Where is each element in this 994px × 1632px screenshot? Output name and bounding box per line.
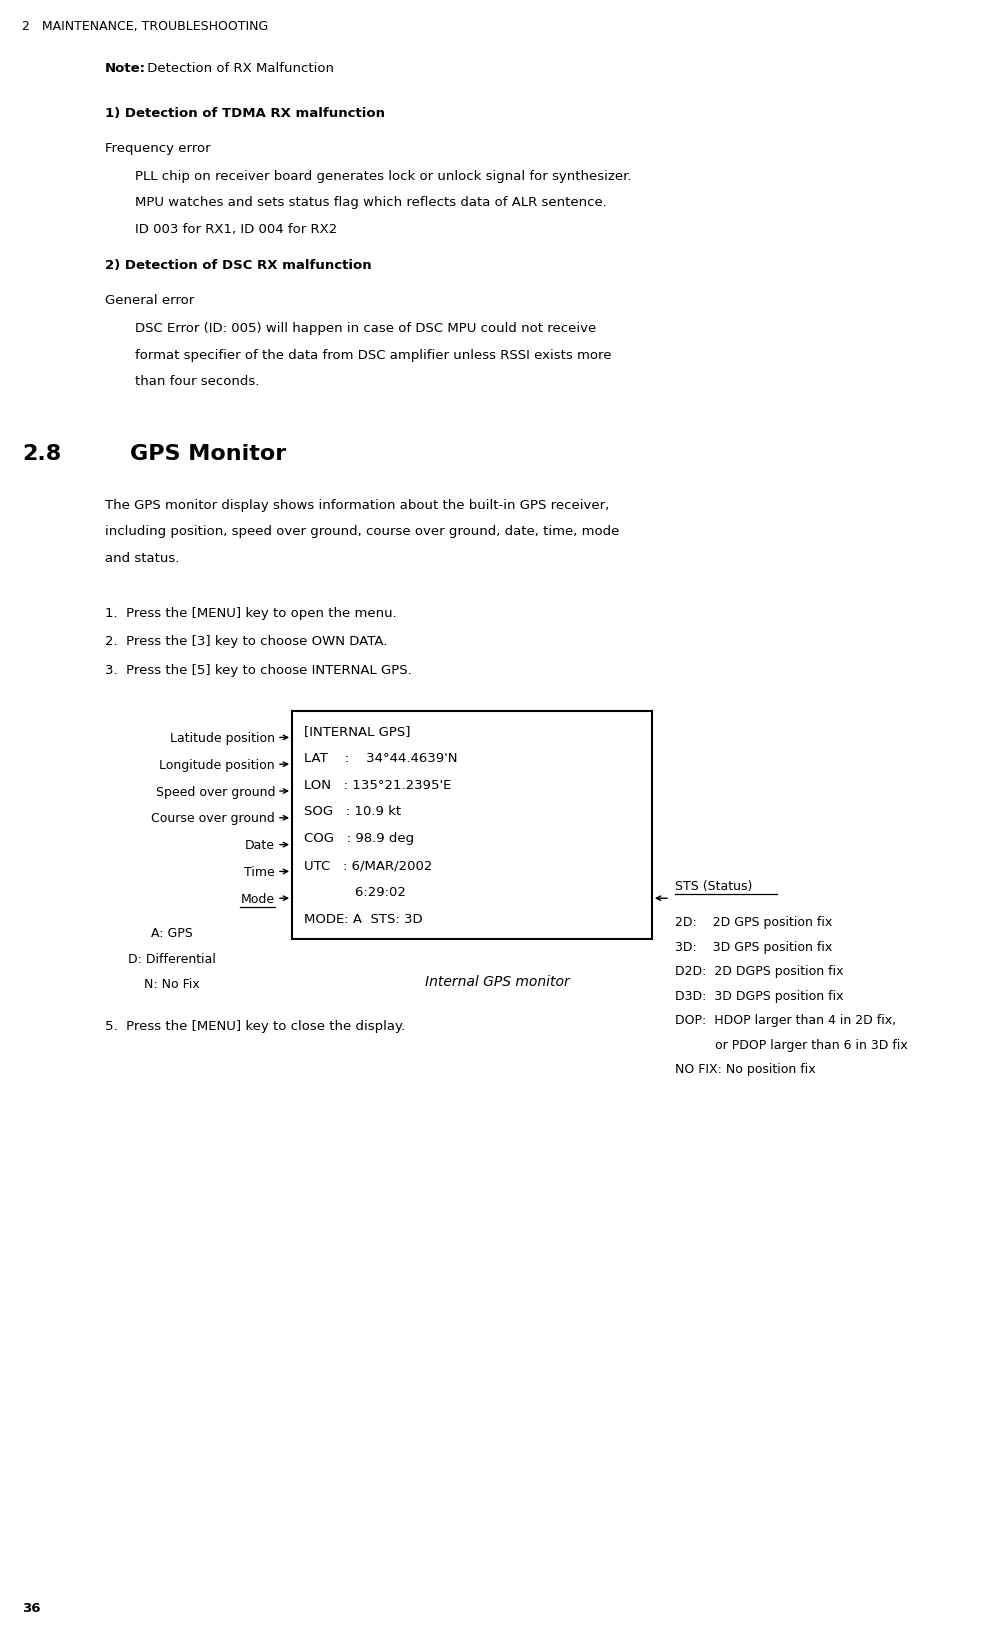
- Text: 2.  Press the [3] key to choose OWN DATA.: 2. Press the [3] key to choose OWN DATA.: [105, 635, 387, 648]
- Text: 5.  Press the [MENU] key to close the display.: 5. Press the [MENU] key to close the dis…: [105, 1020, 405, 1033]
- Bar: [291, 712, 651, 940]
- Text: The GPS monitor display shows information about the built-in GPS receiver,: The GPS monitor display shows informatio…: [105, 499, 608, 512]
- Text: Longitude position: Longitude position: [159, 759, 274, 772]
- Text: 36: 36: [22, 1601, 41, 1614]
- Text: DOP:  HDOP larger than 4 in 2D fix,: DOP: HDOP larger than 4 in 2D fix,: [674, 1013, 896, 1027]
- Text: SOG   : 10.9 kt: SOG : 10.9 kt: [304, 805, 401, 818]
- Text: GPS Monitor: GPS Monitor: [130, 444, 286, 463]
- Text: Note:: Note:: [105, 62, 146, 75]
- Text: Detection of RX Malfunction: Detection of RX Malfunction: [143, 62, 334, 75]
- Text: Frequency error: Frequency error: [105, 142, 211, 155]
- Text: 1.  Press the [MENU] key to open the menu.: 1. Press the [MENU] key to open the menu…: [105, 605, 397, 619]
- Text: D: Differential: D: Differential: [128, 951, 216, 965]
- Text: MPU watches and sets status flag which reflects data of ALR sentence.: MPU watches and sets status flag which r…: [135, 196, 606, 209]
- Text: N: No Fix: N: No Fix: [144, 978, 200, 991]
- Text: Speed over ground: Speed over ground: [155, 785, 274, 798]
- Text: 3D:    3D GPS position fix: 3D: 3D GPS position fix: [674, 940, 831, 953]
- Text: UTC   : 6/MAR/2002: UTC : 6/MAR/2002: [304, 858, 432, 871]
- Text: Internal GPS monitor: Internal GPS monitor: [424, 974, 570, 989]
- Text: LAT    :    34°44.4639'N: LAT : 34°44.4639'N: [304, 751, 457, 764]
- Text: 2D:    2D GPS position fix: 2D: 2D GPS position fix: [674, 916, 831, 929]
- Text: Time: Time: [244, 865, 274, 878]
- Text: format specifier of the data from DSC amplifier unless RSSI exists more: format specifier of the data from DSC am…: [135, 349, 611, 362]
- Text: ID 003 for RX1, ID 004 for RX2: ID 003 for RX1, ID 004 for RX2: [135, 224, 337, 237]
- Text: 6:29:02: 6:29:02: [304, 885, 406, 898]
- Text: D2D:  2D DGPS position fix: D2D: 2D DGPS position fix: [674, 965, 843, 978]
- Text: 1) Detection of TDMA RX malfunction: 1) Detection of TDMA RX malfunction: [105, 108, 385, 119]
- Text: Mode: Mode: [241, 893, 274, 906]
- Text: NO FIX: No position fix: NO FIX: No position fix: [674, 1062, 815, 1075]
- Text: PLL chip on receiver board generates lock or unlock signal for synthesizer.: PLL chip on receiver board generates loc…: [135, 170, 631, 183]
- Text: COG   : 98.9 deg: COG : 98.9 deg: [304, 832, 414, 845]
- Text: MODE: A  STS: 3D: MODE: A STS: 3D: [304, 912, 422, 925]
- Text: including position, speed over ground, course over ground, date, time, mode: including position, speed over ground, c…: [105, 526, 618, 539]
- Text: Latitude position: Latitude position: [170, 731, 274, 744]
- Text: Date: Date: [245, 839, 274, 852]
- Text: 2.8: 2.8: [22, 444, 62, 463]
- Text: 2   MAINTENANCE, TROUBLESHOOTING: 2 MAINTENANCE, TROUBLESHOOTING: [22, 20, 268, 33]
- Text: A: GPS: A: GPS: [151, 927, 193, 940]
- Text: DSC Error (ID: 005) will happen in case of DSC MPU could not receive: DSC Error (ID: 005) will happen in case …: [135, 322, 595, 335]
- Text: or PDOP larger than 6 in 3D fix: or PDOP larger than 6 in 3D fix: [674, 1038, 907, 1051]
- Text: and status.: and status.: [105, 552, 179, 565]
- Text: General error: General error: [105, 294, 194, 307]
- Text: [INTERNAL GPS]: [INTERNAL GPS]: [304, 725, 411, 738]
- Text: LON   : 135°21.2395'E: LON : 135°21.2395'E: [304, 778, 451, 792]
- Text: D3D:  3D DGPS position fix: D3D: 3D DGPS position fix: [674, 989, 843, 1002]
- Text: than four seconds.: than four seconds.: [135, 375, 259, 388]
- Text: 3.  Press the [5] key to choose INTERNAL GPS.: 3. Press the [5] key to choose INTERNAL …: [105, 663, 412, 676]
- Text: Course over ground: Course over ground: [151, 811, 274, 824]
- Text: STS (Status): STS (Status): [674, 880, 751, 893]
- Text: 2) Detection of DSC RX malfunction: 2) Detection of DSC RX malfunction: [105, 259, 371, 273]
